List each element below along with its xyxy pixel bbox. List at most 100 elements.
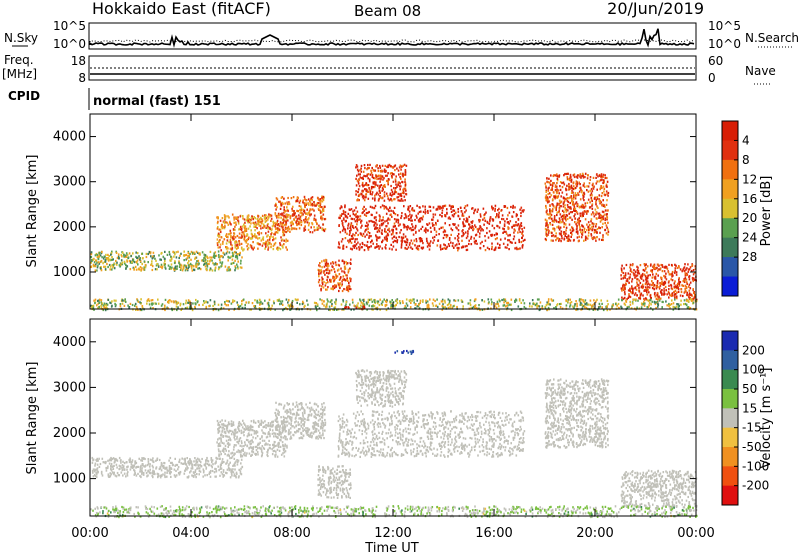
data-region-5 — [355, 369, 408, 408]
x-tick-label: 08:00 — [273, 526, 310, 541]
colorbar-tick-label: 12 — [742, 172, 757, 186]
data-region-5 — [355, 163, 408, 202]
freq-label: Freq. — [4, 53, 34, 67]
colorbar-segment — [722, 218, 738, 239]
freq-unit: [MHz] — [2, 67, 37, 81]
colorbar-segment — [722, 408, 738, 429]
power-panel: 1000 2000 3000 4000 — [53, 113, 698, 312]
nsky-trace — [89, 28, 695, 48]
chart-title: Hokkaido East (fitACF) — [92, 0, 271, 18]
colorbar-segment — [722, 198, 738, 219]
colorbar-frame — [721, 120, 739, 297]
x-tick-label: 20:00 — [576, 526, 613, 541]
colorbar-tick-label: -15 — [742, 421, 762, 435]
power-colorbar-title: Power [dB] — [759, 176, 774, 247]
cpid-value: normal (fast) 151 — [93, 94, 221, 109]
data-region-7 — [544, 378, 610, 449]
nave-label: Nave — [745, 64, 776, 78]
nsearch-tick-top: 10^5 — [708, 19, 741, 33]
data-region-3 — [317, 465, 352, 499]
x-tick-label: 00:00 — [677, 526, 714, 541]
y-tick-label: 3000 — [53, 175, 86, 190]
colorbar-segment — [722, 121, 738, 141]
x-axis-title: Time UT — [364, 541, 418, 554]
freq-panel: 18 8 60 0 Freq. [MHz] Nave — [2, 53, 776, 85]
colorbar-tick-label: 100 — [742, 363, 765, 377]
y-tick-label: 2000 — [53, 220, 86, 235]
colorbar-tick-label: 50 — [742, 382, 757, 396]
colorbar-tick-label: 15 — [742, 401, 757, 415]
data-region-3 — [317, 258, 352, 293]
nave-tick-bottom: 0 — [708, 71, 716, 85]
y-tick-label: 3000 — [53, 380, 86, 395]
freq-tick-top: 18 — [71, 54, 86, 68]
colorbar-segment — [722, 369, 738, 390]
colorbar-tick-label: 200 — [742, 343, 765, 357]
data-region-6 — [544, 172, 610, 243]
y-tick-label: 2000 — [53, 426, 86, 441]
data-region-2 — [274, 401, 327, 440]
colorbar-segment — [722, 237, 738, 258]
data-region-0 — [90, 250, 243, 272]
data-region-8 — [620, 469, 698, 509]
data-region-4 — [337, 410, 526, 458]
colorbar-tick-label: -100 — [742, 459, 769, 473]
power-colorbar: 4 8 12 16 20 24 28 — [721, 120, 757, 297]
colorbar-tick-label: 24 — [742, 231, 757, 245]
date-label: 20/Jun/2019 — [607, 0, 704, 18]
colorbar-segment — [722, 159, 738, 180]
colorbar-segment — [722, 331, 738, 351]
data-region-6 — [394, 349, 415, 355]
nsky-label: N.Sky — [4, 31, 38, 45]
colorbar-segment — [722, 179, 738, 200]
colorbar-tick-label: 20 — [742, 211, 757, 225]
colorbar-segment — [722, 350, 738, 371]
colorbar-tick-label: 16 — [742, 192, 757, 206]
y-tick-label: 1000 — [53, 265, 86, 280]
x-tick-label: 16:00 — [475, 526, 512, 541]
nsky-tick-bottom: 10^0 — [53, 37, 86, 51]
data-region-1 — [216, 419, 288, 458]
colorbar-tick-label: -200 — [742, 479, 769, 493]
data-region-2 — [274, 195, 327, 234]
x-tick-label: 12:00 — [374, 526, 411, 541]
colorbar-segment — [722, 466, 738, 487]
data-region-0 — [91, 456, 244, 479]
freq-tick-bottom: 8 — [78, 71, 86, 85]
velocity-y-axis-title: Slant Range [km] — [25, 362, 40, 475]
nsky-tick-top: 10^5 — [53, 19, 86, 33]
colorbar-segment — [722, 140, 738, 161]
colorbar-frame — [721, 330, 739, 506]
colorbar-tick-label: 8 — [742, 153, 750, 167]
beam-label: Beam 08 — [354, 2, 421, 20]
data-region-4 — [337, 204, 526, 252]
data-region-7 — [620, 263, 698, 302]
cpid-label: CPID — [8, 89, 40, 103]
colorbar-segment — [722, 447, 738, 467]
velocity-colorbar: 200 100 50 15 -15 -50 -100 -200 — [721, 330, 769, 506]
data-region-1 — [216, 213, 289, 252]
nsky-panel: 10^5 10^0 10^5 10^0 N.Sky N.Search — [4, 19, 799, 51]
colorbar-segment — [722, 427, 738, 448]
y-tick-label: 4000 — [53, 335, 86, 350]
nsearch-tick-bottom: 10^0 — [708, 37, 741, 51]
x-tick-label: 00:00 — [71, 526, 108, 541]
nsearch-label: N.Search — [745, 31, 799, 45]
colorbar-tick-label: -50 — [742, 440, 762, 454]
nave-tick-top: 60 — [708, 54, 723, 68]
plot-frame — [89, 318, 697, 517]
colorbar-segment — [722, 485, 738, 506]
colorbar-segment — [722, 276, 738, 297]
colorbar-segment — [722, 389, 738, 409]
cpid-panel: CPID normal (fast) 151 — [8, 88, 221, 110]
x-tick-label: 04:00 — [172, 526, 209, 541]
nsearch-trace — [89, 39, 694, 43]
colorbar-tick-label: 28 — [742, 250, 757, 264]
y-tick-label: 4000 — [53, 130, 86, 145]
power-y-axis-title: Slant Range [km] — [25, 155, 40, 268]
colorbar-segment — [722, 257, 738, 278]
velocity-panel: 1000 2000 3000 4000 00:00 04:00 08:00 12:00 16:0… — [53, 318, 715, 541]
colorbar-tick-label: 4 — [742, 133, 750, 147]
velocity-colorbar-title: Velocity [m s⁻¹] — [759, 368, 774, 469]
